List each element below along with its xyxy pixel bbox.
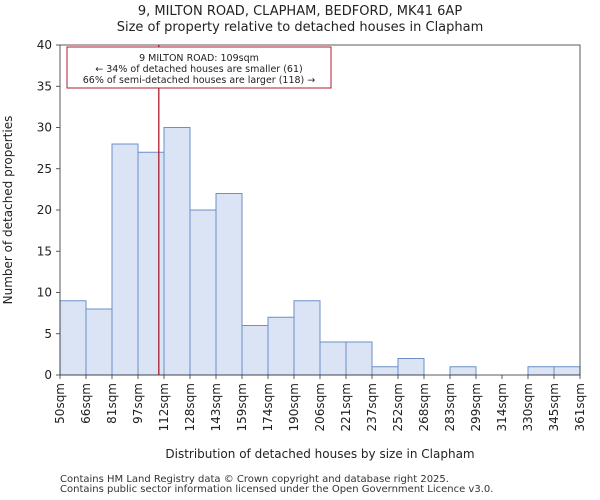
x-tick-label: 159sqm bbox=[235, 383, 249, 431]
x-tick-label: 143sqm bbox=[209, 383, 223, 431]
bar-174sqm bbox=[267, 316, 295, 376]
x-tick-label: 237sqm bbox=[365, 383, 379, 431]
annotation-line-2: ← 34% of detached houses are smaller (61… bbox=[95, 64, 302, 75]
bar-252sqm bbox=[397, 358, 425, 376]
bar-66sqm bbox=[85, 308, 113, 376]
x-tick-label: 190sqm bbox=[287, 383, 301, 431]
annotation-box bbox=[66, 46, 332, 89]
y-tick-label: 0 bbox=[44, 368, 52, 382]
footer-licence: Contains public sector information licen… bbox=[60, 484, 494, 495]
x-tick-label: 299sqm bbox=[469, 383, 483, 431]
bar-128sqm bbox=[189, 209, 217, 376]
x-tick-label: 97sqm bbox=[131, 383, 145, 424]
x-tick-label: 314sqm bbox=[495, 383, 509, 431]
x-tick-label: 268sqm bbox=[417, 383, 431, 431]
bar-190sqm bbox=[293, 300, 321, 376]
x-tick-label: 112sqm bbox=[157, 383, 171, 431]
bar-50sqm bbox=[59, 300, 87, 376]
x-tick-label: 221sqm bbox=[339, 383, 353, 431]
y-tick-label: 15 bbox=[37, 244, 52, 258]
x-tick-label: 128sqm bbox=[183, 383, 197, 431]
bar-283sqm bbox=[449, 366, 477, 376]
y-tick-label: 5 bbox=[44, 327, 52, 341]
x-axis-label: Distribution of detached houses by size … bbox=[165, 447, 474, 461]
bar-112sqm bbox=[163, 127, 191, 376]
y-tick-label: 20 bbox=[37, 203, 52, 217]
y-axis-label: Number of detached properties bbox=[1, 116, 15, 305]
bar-237sqm bbox=[371, 366, 399, 376]
chart-title: 9, MILTON ROAD, CLAPHAM, BEDFORD, MK41 6… bbox=[137, 4, 463, 19]
footer-copyright: Contains HM Land Registry data © Crown c… bbox=[60, 474, 449, 485]
bar-97sqm bbox=[137, 151, 165, 376]
x-tick-label: 252sqm bbox=[391, 383, 405, 431]
axes-layer: 0 5 10 15 20 25 30 35 40 50sqm 66sqm 81sqm 97sqm 112s… bbox=[37, 38, 587, 431]
bar-159sqm bbox=[241, 325, 269, 376]
x-tick-label: 174sqm bbox=[261, 383, 275, 431]
x-tick-label: 81sqm bbox=[105, 383, 119, 424]
bar-221sqm bbox=[345, 341, 373, 376]
y-tick-label: 25 bbox=[37, 162, 52, 176]
y-tick-label: 10 bbox=[37, 286, 52, 300]
bar-330sqm bbox=[527, 366, 555, 376]
x-tick-label: 330sqm bbox=[521, 383, 535, 431]
x-tick-label: 283sqm bbox=[443, 383, 457, 431]
x-tick-label: 66sqm bbox=[79, 383, 93, 424]
x-tick-label: 206sqm bbox=[313, 383, 327, 431]
annotation: 9 MILTON ROAD: 109sqm ← 34% of detached … bbox=[66, 46, 332, 89]
x-tick-label: 345sqm bbox=[547, 383, 561, 431]
bars-layer bbox=[59, 127, 581, 376]
annotation-line-1: 9 MILTON ROAD: 109sqm bbox=[139, 53, 259, 64]
bar-143sqm bbox=[215, 193, 243, 376]
x-tick-label: 50sqm bbox=[53, 383, 67, 424]
x-tick-label: 361sqm bbox=[573, 383, 587, 431]
chart-subtitle: Size of property relative to detached ho… bbox=[116, 20, 484, 35]
y-tick-label: 30 bbox=[37, 121, 52, 135]
bar-81sqm bbox=[111, 143, 139, 376]
bar-206sqm bbox=[319, 341, 347, 376]
y-tick-label: 35 bbox=[37, 79, 52, 93]
y-tick-label: 40 bbox=[37, 38, 52, 52]
annotation-line-3: 66% of semi-detached houses are larger (… bbox=[83, 75, 316, 86]
bar-345sqm bbox=[553, 366, 581, 376]
